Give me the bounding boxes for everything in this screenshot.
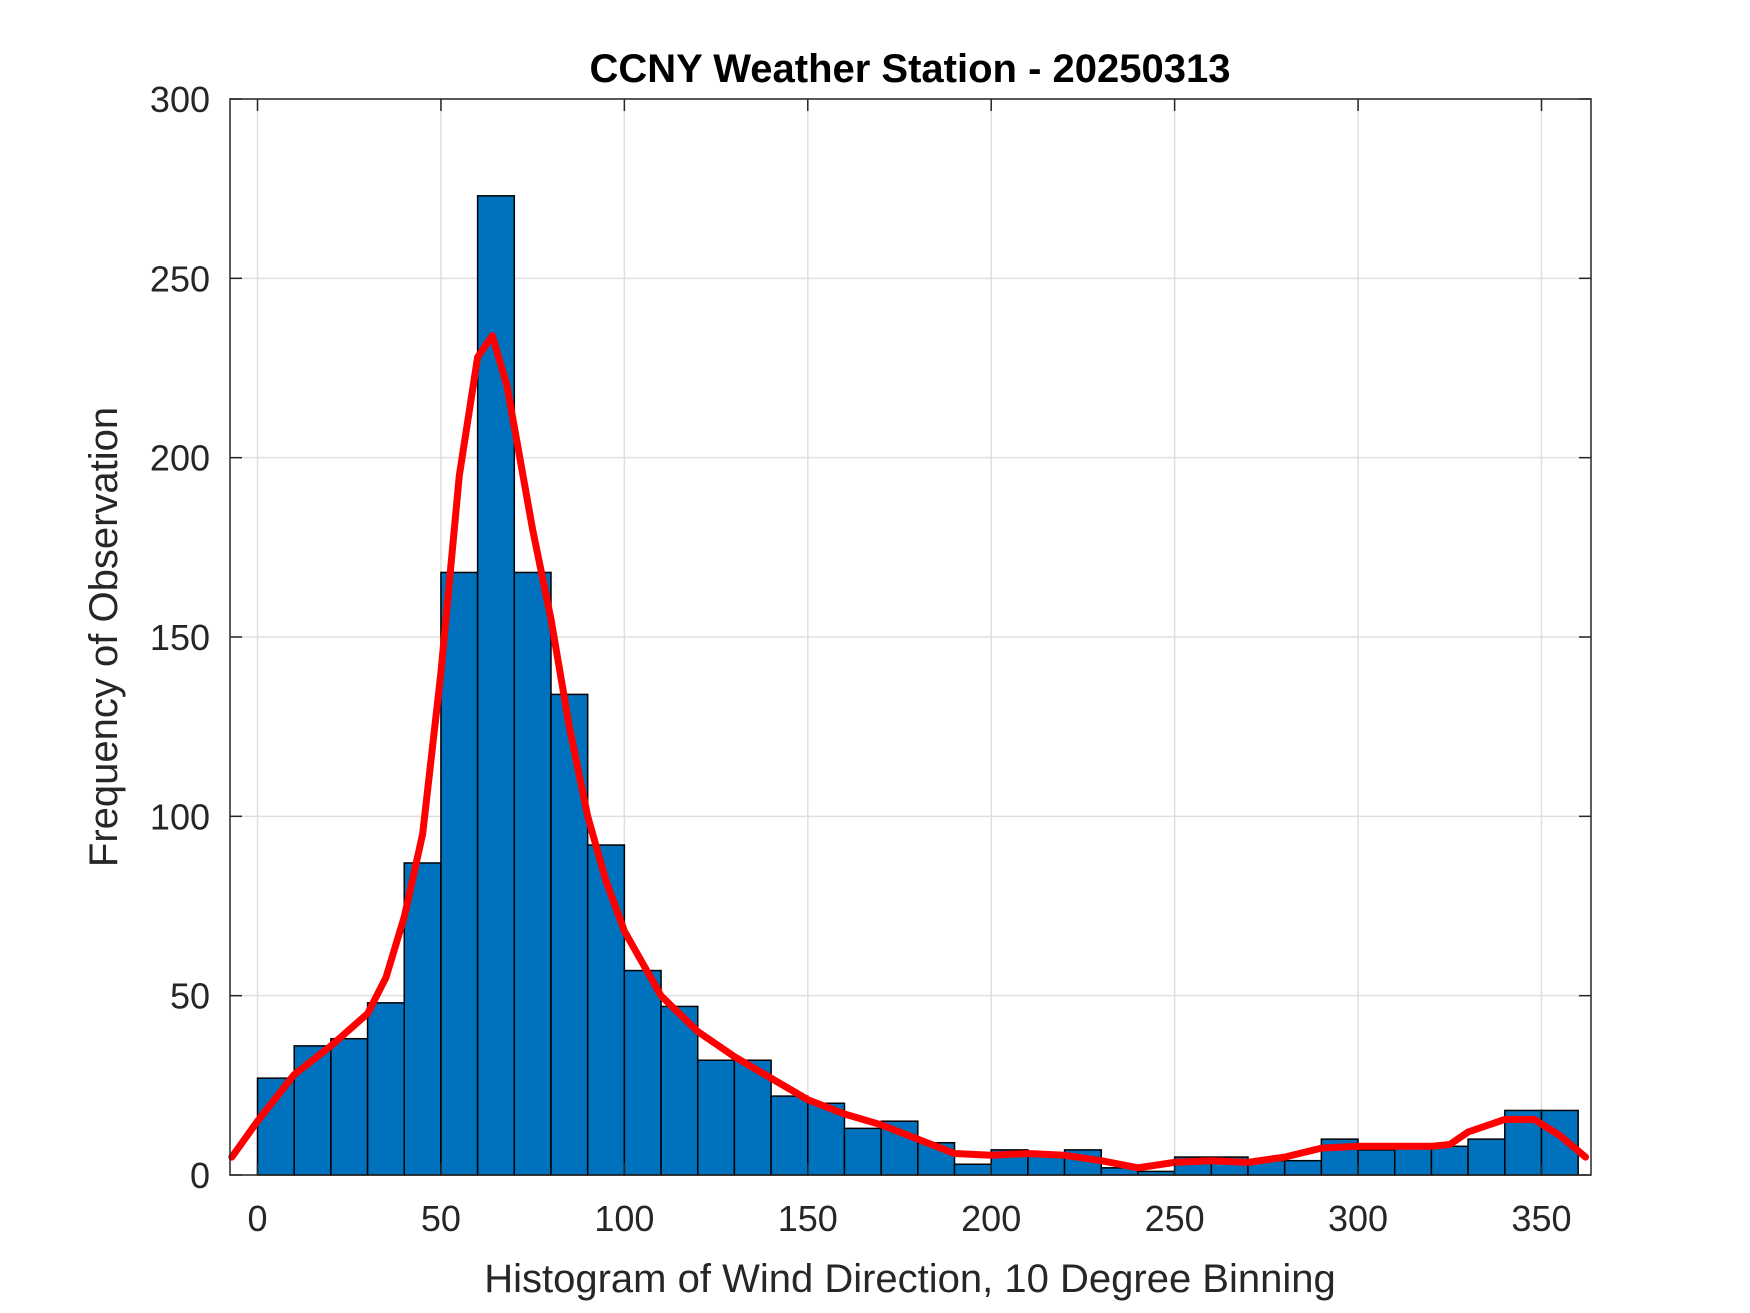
- histogram-bar: [953, 1163, 992, 1176]
- y-tick-label: 250: [150, 258, 210, 299]
- x-tick-label: 100: [594, 1198, 654, 1239]
- y-tick-label: 150: [150, 617, 210, 658]
- histogram-bar: [550, 693, 589, 1176]
- histogram-bar: [843, 1127, 882, 1176]
- histogram-bar: [366, 1002, 406, 1176]
- y-tick-label: 0: [190, 1155, 210, 1196]
- x-tick-label: 350: [1511, 1198, 1571, 1239]
- histogram-bar: [1357, 1149, 1396, 1176]
- y-tick-label: 50: [170, 976, 210, 1017]
- x-tick-label: 200: [961, 1198, 1021, 1239]
- x-tick-label: 50: [421, 1198, 461, 1239]
- histogram-bar: [770, 1095, 809, 1176]
- x-tick-label: 250: [1145, 1198, 1205, 1239]
- y-tick-label: 100: [150, 796, 210, 837]
- x-tick-label: 150: [778, 1198, 838, 1239]
- histogram-bar: [733, 1059, 772, 1176]
- histogram-bar: [660, 1005, 699, 1176]
- histogram-bar: [1467, 1138, 1506, 1176]
- fit-curve: [228, 332, 1589, 1172]
- y-axis-label: Frequency of Observation: [82, 407, 126, 867]
- y-tick-label: 300: [150, 79, 210, 120]
- x-axis-label: Histogram of Wind Direction, 10 Degree B…: [484, 1257, 1336, 1301]
- histogram-bar: [586, 844, 626, 1176]
- histogram-bar: [293, 1045, 332, 1176]
- x-tick-label: 300: [1328, 1198, 1388, 1239]
- histogram-bar: [513, 571, 552, 1176]
- histogram-bar: [440, 571, 479, 1176]
- histogram-bar: [623, 969, 662, 1176]
- histogram-bar: [1393, 1145, 1433, 1176]
- histogram-bar: [1283, 1159, 1323, 1176]
- histogram-bar: [403, 862, 442, 1176]
- x-tick-label: 0: [247, 1198, 267, 1239]
- chart-title: CCNY Weather Station - 20250313: [590, 47, 1231, 91]
- histogram-bar: [1430, 1145, 1469, 1176]
- y-tick-label: 200: [150, 438, 210, 479]
- histogram-bar: [330, 1037, 369, 1176]
- histogram-bar: [696, 1059, 736, 1176]
